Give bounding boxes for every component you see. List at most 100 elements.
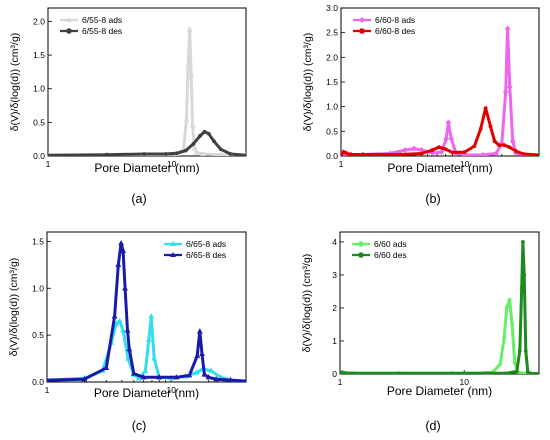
data-point: [148, 313, 155, 319]
data-point: [348, 152, 353, 156]
data-point: [450, 150, 455, 155]
y-tick-label: 1.5: [33, 50, 45, 60]
y-tick-label: 0.0: [32, 377, 44, 387]
data-point: [142, 367, 149, 373]
x-tick-label: 10: [459, 377, 469, 387]
legend-marker: [66, 28, 72, 34]
data-point: [140, 374, 147, 380]
data-point: [130, 370, 137, 376]
data-point: [523, 348, 528, 353]
legend-label: 6/60-8 des: [375, 26, 415, 36]
data-point: [507, 145, 512, 150]
series-line: [48, 28, 246, 156]
y-tick-label: 1.0: [33, 84, 45, 94]
series-line: [341, 27, 539, 156]
data-point: [124, 327, 131, 333]
series-0: [341, 25, 539, 156]
data-point: [445, 119, 452, 126]
data-point: [504, 25, 511, 32]
y-tick-label: 0: [332, 369, 337, 379]
y-tick-label: 0.0: [33, 151, 45, 161]
plot-area: [340, 240, 539, 374]
y-tick-label: 3.0: [326, 3, 338, 13]
chart-panel-a: 1 10 0.0 0.5 1.0 1.5 2.0 Pore Diameter (nm) δ(V)…: [9, 7, 247, 206]
data-point: [360, 152, 365, 156]
x-tick-label: 1: [339, 159, 344, 169]
data-point: [402, 147, 408, 154]
data-point: [521, 371, 526, 374]
panel-caption: (d): [425, 419, 440, 433]
legend-marker: [358, 252, 364, 258]
data-point: [202, 129, 207, 134]
data-point: [193, 369, 200, 375]
panel-caption: (c): [132, 419, 147, 433]
data-point: [188, 72, 195, 78]
data-point: [228, 152, 233, 156]
data-point: [397, 371, 402, 374]
y-tick-label: 2.0: [326, 52, 338, 62]
data-point: [125, 355, 132, 361]
data-point: [537, 371, 539, 374]
legend-marker: [359, 17, 365, 23]
data-point: [448, 135, 455, 142]
y-tick-label: 1.5: [326, 77, 338, 87]
data-point: [484, 371, 488, 374]
legend-marker: [359, 28, 365, 34]
panel-caption: (b): [425, 192, 440, 206]
x-axis-label: Pore Diameter (nm): [94, 161, 199, 175]
data-point: [430, 148, 435, 152]
data-point: [103, 364, 110, 371]
data-point: [186, 372, 193, 378]
legend-marker: [358, 241, 364, 247]
data-point: [174, 151, 179, 156]
data-point: [517, 348, 522, 353]
x-axis-label: Pore Diameter (nm): [94, 386, 199, 400]
data-point: [352, 371, 357, 374]
series-1: [341, 106, 539, 156]
data-point: [498, 362, 503, 366]
series-0: [47, 313, 246, 382]
data-point: [522, 273, 527, 277]
data-point: [196, 328, 203, 334]
data-point: [206, 131, 211, 136]
data-point: [497, 143, 501, 148]
data-point: [116, 317, 123, 324]
data-point: [183, 148, 188, 153]
data-point: [344, 151, 349, 155]
data-point: [443, 135, 450, 142]
data-point: [198, 133, 202, 138]
y-tick-label: 2.5: [326, 28, 338, 38]
legend-label: 6/55-8 des: [82, 26, 122, 36]
data-point: [194, 352, 201, 358]
series-0: [340, 297, 539, 374]
data-point: [118, 240, 125, 246]
legend-marker: [170, 252, 176, 257]
data-point: [502, 88, 509, 95]
data-point: [200, 150, 207, 156]
data-point: [419, 151, 424, 156]
plot-frame: [46, 231, 247, 383]
data-point: [213, 375, 220, 382]
plot-area: [47, 240, 246, 382]
data-point: [111, 313, 118, 319]
legend-marker: [66, 17, 72, 22]
data-point: [537, 153, 539, 156]
data-point: [502, 143, 507, 148]
y-tick-label: 2: [332, 303, 337, 313]
data-point: [212, 139, 216, 144]
x-tick-label: 1: [45, 385, 50, 395]
data-point: [243, 377, 246, 382]
x-tick-label: 1: [338, 377, 343, 387]
y-tick-label: 0.5: [32, 330, 44, 340]
data-point: [502, 335, 507, 340]
plot-area: [48, 26, 246, 156]
data-point: [186, 26, 193, 32]
y-tick-label: 2.0: [33, 16, 45, 26]
chart-panel-c: 1 10 0.0 0.5 1.0 1.5 Pore Diameter (nm) δ(V)/δ(…: [8, 231, 247, 433]
data-point: [461, 151, 468, 156]
